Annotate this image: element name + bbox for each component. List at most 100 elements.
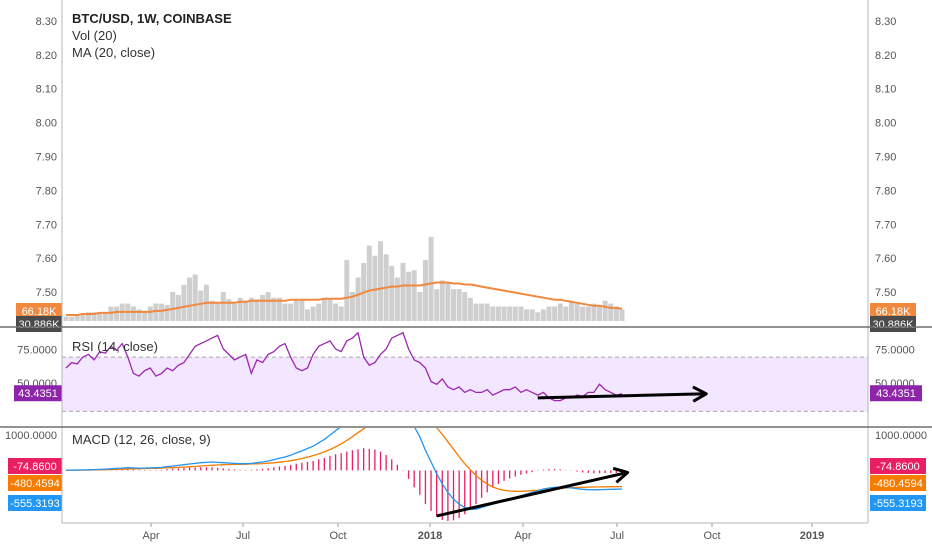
chart-title: BTC/USD, 1W, COINBASE bbox=[72, 11, 232, 26]
volume-bar bbox=[97, 313, 103, 321]
volume-bar bbox=[102, 313, 108, 321]
volume-bar bbox=[546, 306, 552, 321]
volume-bar bbox=[114, 306, 120, 321]
volume-bar bbox=[288, 303, 294, 321]
macd-badge-right-1-bg bbox=[870, 475, 926, 491]
volume-bar bbox=[349, 292, 355, 321]
time-label-5: Jul bbox=[610, 530, 624, 542]
macd-badge-left-0: -74.8600 bbox=[13, 461, 56, 473]
rsi-tick-right-0: 75.0000 bbox=[875, 344, 915, 356]
volume-bar bbox=[473, 303, 479, 321]
rsi-value-badge-right-bg bbox=[870, 385, 922, 402]
macd-pane[interactable]: 1000.0000 1000.0000 -74.8600 -74.8600 -480.4… bbox=[5, 398, 927, 521]
volume-bar bbox=[439, 280, 445, 321]
volume-bar bbox=[608, 303, 614, 321]
macd-tick-right: 1000.0000 bbox=[875, 430, 927, 442]
price-tick-right-3: 8.00 bbox=[875, 118, 896, 130]
volume-bar bbox=[170, 292, 176, 321]
price-tick-left-7: 7.60 bbox=[36, 253, 57, 265]
volume-bar bbox=[552, 306, 558, 321]
volume-bar bbox=[226, 299, 232, 321]
price-tick-right-5: 7.80 bbox=[875, 185, 896, 197]
price-tick-left-0: 8.30 bbox=[36, 16, 57, 28]
volume-bar bbox=[451, 289, 457, 321]
volume-ma-badge-right-bg bbox=[870, 303, 916, 319]
rsi-legend: RSI (14, close) bbox=[72, 339, 158, 354]
time-label-1: Jul bbox=[236, 530, 250, 542]
volume-bar bbox=[136, 309, 142, 321]
time-label-0: Apr bbox=[142, 530, 159, 542]
price-tick-left-4: 7.90 bbox=[36, 152, 57, 164]
legend-volume-ma: MA (20, close) bbox=[72, 45, 155, 60]
trend-arrow-1-shaft bbox=[436, 471, 628, 518]
rsi-band bbox=[62, 357, 868, 412]
macd-badge-left-0-bg bbox=[8, 458, 62, 474]
volume-bar bbox=[378, 241, 384, 321]
volume-bar bbox=[434, 289, 440, 321]
volume-bar bbox=[529, 309, 535, 321]
volume-bar bbox=[209, 300, 215, 321]
volume-bar bbox=[282, 303, 288, 321]
volume-bar bbox=[271, 297, 277, 321]
macd-line bbox=[66, 428, 623, 510]
volume-ma-line bbox=[66, 281, 623, 316]
volume-bar bbox=[568, 300, 574, 321]
time-axis[interactable]: Apr Jul Oct 2018 Apr Jul Oct 2019 bbox=[142, 523, 824, 542]
volume-bar bbox=[479, 303, 485, 321]
volume-ma-badge-left-bg bbox=[16, 303, 62, 319]
volume-bar bbox=[585, 306, 591, 321]
volume-bar bbox=[130, 306, 136, 321]
volume-bar bbox=[540, 309, 546, 321]
rsi-tick-left-0: 75.0000 bbox=[17, 344, 57, 356]
volume-bar bbox=[406, 271, 412, 321]
volume-bar bbox=[260, 294, 266, 321]
volume-bar bbox=[333, 303, 339, 321]
macd-badge-left-2: -555.3193 bbox=[10, 498, 60, 510]
time-label-2: Oct bbox=[329, 530, 346, 542]
price-tick-right-6: 7.70 bbox=[875, 219, 896, 231]
volume-bar bbox=[310, 306, 316, 321]
volume-bar bbox=[574, 303, 580, 321]
volume-bar bbox=[198, 290, 204, 321]
volume-bar bbox=[495, 306, 501, 321]
volume-ma-badge-right: 66.18K bbox=[876, 306, 912, 318]
volume-bar bbox=[366, 245, 372, 321]
price-tick-left-5: 7.80 bbox=[36, 185, 57, 197]
rsi-value-badge-left: 43.4351 bbox=[18, 388, 58, 400]
volume-bar bbox=[400, 263, 406, 321]
price-pane[interactable]: 8.30 8.30 8.20 8.20 8.10 8.10 8.00 8.00 7.90 7.90… bbox=[16, 16, 916, 332]
volume-bar bbox=[389, 265, 395, 321]
volume-bar bbox=[254, 299, 260, 321]
volume-bar bbox=[602, 300, 608, 321]
trend-arrow-0-shaft bbox=[537, 392, 707, 400]
macd-legend: MACD (12, 26, close, 9) bbox=[72, 432, 211, 447]
macd-badge-left-2-bg bbox=[8, 495, 62, 511]
volume-badge-right: 30.886K bbox=[873, 319, 915, 331]
volume-bar bbox=[501, 306, 507, 321]
price-tick-left-3: 8.00 bbox=[36, 118, 57, 130]
volume-bar bbox=[445, 283, 451, 321]
time-label-6: Oct bbox=[703, 530, 720, 542]
volume-bar bbox=[187, 277, 193, 321]
price-tick-right-1: 8.20 bbox=[875, 50, 896, 62]
volume-bar bbox=[231, 303, 237, 321]
volume-bar bbox=[507, 306, 513, 321]
price-tick-right-7: 7.60 bbox=[875, 253, 896, 265]
volume-bar bbox=[484, 303, 490, 321]
volume-bar bbox=[237, 297, 243, 321]
drawn-annotations[interactable] bbox=[436, 385, 708, 518]
volume-bar bbox=[428, 236, 434, 321]
trend-arrow-0-head bbox=[692, 385, 708, 403]
macd-badge-left-1-bg bbox=[8, 475, 62, 491]
volume-bar bbox=[63, 316, 69, 321]
price-tick-left-6: 7.70 bbox=[36, 219, 57, 231]
volume-bar bbox=[563, 306, 569, 321]
volume-bar bbox=[304, 309, 310, 321]
volume-bar bbox=[147, 306, 153, 321]
volume-bar bbox=[613, 306, 619, 321]
volume-bar bbox=[512, 306, 518, 321]
price-tick-right-8: 7.50 bbox=[875, 287, 896, 299]
macd-badge-right-0-bg bbox=[870, 458, 926, 474]
